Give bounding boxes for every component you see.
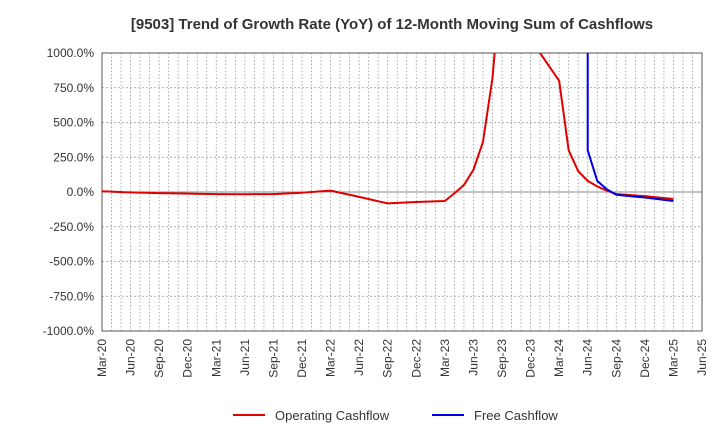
axes: 1000.0% 750.0% 500.0% 250.0% 0.0% -250.0% -500… <box>43 46 709 378</box>
x-tick-label: Jun-24 <box>581 339 595 376</box>
operating-cashflow-line <box>102 53 674 205</box>
x-tick-label: Jun-22 <box>352 339 366 376</box>
x-tick-label: Mar-21 <box>209 339 223 377</box>
x-tick-label: Mar-23 <box>438 339 452 377</box>
x-tick-label: Mar-25 <box>666 339 680 377</box>
x-tick-label: Dec-20 <box>181 339 195 378</box>
chart-title: [9503] Trend of Growth Rate (YoY) of 12-… <box>131 16 653 33</box>
x-tick-label: Mar-22 <box>324 339 338 377</box>
x-tick-label: Sep-22 <box>381 339 395 378</box>
y-tick-label: -500.0% <box>49 255 94 269</box>
y-tick-label: 750.0% <box>53 81 94 95</box>
free-cashflow-line <box>586 53 674 203</box>
x-tick-label: Sep-23 <box>495 339 509 378</box>
x-tick-label: Mar-20 <box>95 339 109 377</box>
series-lines <box>102 53 674 205</box>
legend-label-operating-cashflow: Operating Cashflow <box>275 408 390 423</box>
x-tick-label: Jun-25 <box>695 339 709 376</box>
x-tick-label: Dec-21 <box>295 339 309 378</box>
x-tick-label: Sep-20 <box>152 339 166 378</box>
y-tick-label: 500.0% <box>53 116 94 130</box>
legend: Operating Cashflow Free Cashflow <box>233 408 558 423</box>
x-tick-label: Sep-21 <box>266 339 280 378</box>
y-tick-label: 250.0% <box>53 150 94 164</box>
y-tick-label: -1000.0% <box>43 324 95 338</box>
y-tick-label: 1000.0% <box>47 46 95 60</box>
legend-label-free-cashflow: Free Cashflow <box>474 408 558 423</box>
x-tick-label: Dec-23 <box>524 339 538 378</box>
x-tick-label: Sep-24 <box>609 339 623 378</box>
x-tick-label: Jun-21 <box>238 339 252 376</box>
x-tick-label: Dec-24 <box>638 339 652 378</box>
grid <box>101 52 703 332</box>
x-tick-label: Jun-23 <box>466 339 480 376</box>
x-tick-label: Mar-24 <box>552 339 566 377</box>
x-tick-label: Jun-20 <box>124 339 138 376</box>
x-tick-label: Dec-22 <box>409 339 423 378</box>
y-tick-label: -250.0% <box>49 220 94 234</box>
y-tick-label: 0.0% <box>67 185 95 199</box>
y-tick-label: -750.0% <box>49 289 94 303</box>
